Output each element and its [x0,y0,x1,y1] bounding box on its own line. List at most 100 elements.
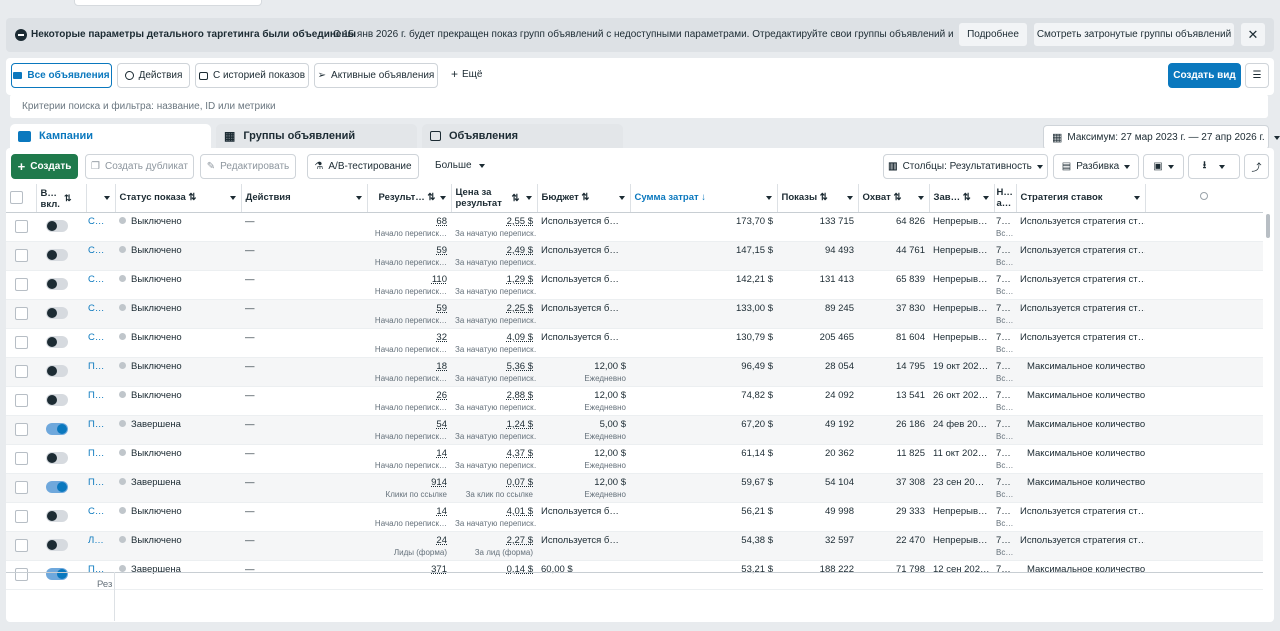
col-onoff[interactable]: В… вкл. ⇅ [36,184,87,213]
budget-cell: Используется б… [537,241,630,271]
tab-adsets[interactable]: ▦ Группы объявлений [216,124,417,148]
row-toggle[interactable] [36,444,86,474]
col-spent[interactable]: Сумма затрат ↓ [630,184,778,213]
campaign-name[interactable]: С… [86,212,115,242]
table-row[interactable]: С… Выключено —32 Начало переписк… 4,09 $ За н… [6,328,1263,358]
col-bid[interactable]: Стратегия ставок [1016,184,1146,213]
col-ends[interactable]: Зав… ⇅ [929,184,995,213]
row-toggle[interactable] [36,531,86,561]
campaign-name[interactable]: П… [86,560,115,590]
row-checkbox[interactable] [6,415,36,445]
select-all-checkbox[interactable] [6,184,37,213]
chart-icon[interactable]: ⤴ [1244,154,1269,179]
campaign-name[interactable]: Л… [86,531,115,561]
notice-close-icon[interactable]: ✕ [1240,22,1266,47]
row-checkbox[interactable] [6,357,36,387]
row-toggle[interactable] [36,241,86,271]
ab-test-button[interactable]: ⚗ A/B-тестирование [307,154,419,179]
top-search-box[interactable] [74,0,262,6]
view-tab-actions[interactable]: Действия [117,63,190,88]
row-toggle[interactable] [36,270,86,300]
reports-dropdown[interactable]: ▣ [1143,154,1184,179]
edit-button[interactable]: ✎ Редактировать [200,154,296,179]
campaign-name[interactable]: С… [86,241,115,271]
table-row[interactable]: С… Выключено —110 Начало переписк… 1,29 $ За … [6,270,1263,300]
col-status[interactable]: Статус показа ⇅ [115,184,242,213]
row-checkbox[interactable] [6,473,36,503]
tab-campaigns[interactable]: Кампании [10,124,211,148]
campaign-name[interactable]: С… [86,270,115,300]
table-row[interactable]: С… Выключено —59 Начало переписк… 2,25 $ За н… [6,299,1263,329]
table-row[interactable]: С… Выключено —14 Начало переписк… 4,01 $ За н… [6,502,1263,532]
campaign-name[interactable]: С… [86,328,115,358]
table-row[interactable]: П… Выключено —18 Начало переписк… 5,36 $ За н… [6,357,1263,387]
campaign-name[interactable]: П… [86,444,115,474]
table-row[interactable]: П… Завершена —54 Начало переписк… 1,24 $ За н… [6,415,1263,445]
row-checkbox[interactable] [6,560,36,590]
campaign-name[interactable]: С… [86,502,115,532]
notice-minus-icon [15,29,27,41]
col-na[interactable]: Н… а… [994,184,1017,213]
na-cell: 7… [994,560,1016,590]
row-checkbox[interactable] [6,502,36,532]
col-name[interactable] [86,184,116,213]
campaign-name[interactable]: П… [86,415,115,445]
col-actions[interactable]: Действия [241,184,368,213]
row-toggle[interactable] [36,502,86,532]
view-tab-all-ads[interactable]: Все объявления [11,63,112,88]
notice-view-button[interactable]: Смотреть затронутые группы объявлений [1033,22,1235,47]
row-toggle[interactable] [36,473,86,503]
campaign-name[interactable]: П… [86,357,115,387]
duplicate-button[interactable]: ❐ Создать дубликат [85,154,194,179]
campaign-name[interactable]: П… [86,473,115,503]
row-toggle[interactable] [36,299,86,329]
row-checkbox[interactable] [6,386,36,416]
col-results[interactable]: Результ… ⇅ [367,184,452,213]
row-checkbox[interactable] [6,212,36,242]
vertical-scrollbar[interactable] [1266,214,1270,238]
row-toggle[interactable] [36,415,86,445]
table-row[interactable]: П… Завершена —371 0,14 $60,00 $53,21 $188 2… [6,560,1263,590]
col-impressions[interactable]: Показы ⇅ [777,184,859,213]
search-input[interactable]: Критерии поиска и фильтра: название, ID … [10,94,1268,118]
row-checkbox[interactable] [6,444,36,474]
view-tab-more[interactable]: + Ещё [451,67,483,81]
table-row[interactable]: П… Выключено —26 Начало переписк… 2,88 $ За н… [6,386,1263,416]
breakdown-dropdown[interactable]: ▤ Разбивка [1053,154,1139,179]
table-row[interactable]: П… Выключено —14 Начало переписк… 4,37 $ За н… [6,444,1263,474]
table-row[interactable]: С… Выключено —68 Начало переписк… 2,55 $ За н… [6,212,1263,242]
row-checkbox[interactable] [6,299,36,329]
row-toggle[interactable] [36,386,86,416]
spent-cell: 67,20 $ [630,415,777,445]
table-row[interactable]: С… Выключено —59 Начало переписк… 2,49 $ За н… [6,241,1263,271]
view-tab-active[interactable]: ➢ Активные объявления [314,63,438,88]
row-toggle[interactable] [36,212,86,242]
create-view-button[interactable]: Создать вид [1168,63,1241,88]
row-checkbox[interactable] [6,270,36,300]
table-row[interactable]: Л… Выключено —24 Лиды (форма) 2,27 $ За лид (… [6,531,1263,561]
date-range-picker[interactable]: ▦ Максимум: 27 мар 2023 г. — 27 апр 2026… [1043,125,1280,150]
campaign-name[interactable]: С… [86,299,115,329]
budget-cell: Используется б… [537,270,630,300]
row-checkbox[interactable] [6,241,36,271]
col-budget[interactable]: Бюджет ⇅ [537,184,631,213]
col-add[interactable] [1145,184,1263,213]
col-reach[interactable]: Охват ⇅ [858,184,930,213]
export-dropdown[interactable]: ⭳ [1188,154,1240,179]
sliders-icon[interactable]: ☰ [1245,63,1269,88]
create-button[interactable]: + Создать [11,154,78,179]
more-dropdown[interactable]: Больше [435,160,485,171]
col-cost[interactable]: Цена за результат ⇅ [451,184,538,213]
columns-dropdown[interactable]: ▥ Столбцы: Результативность [883,154,1048,179]
row-toggle[interactable] [36,357,86,387]
bid-cell: Максимальное количество [1016,357,1145,387]
row-checkbox[interactable] [6,531,36,561]
row-toggle[interactable] [36,328,86,358]
campaign-name[interactable]: П… [86,386,115,416]
table-row[interactable]: П… Завершена —914 Клики по ссылке 0,07 $ За к… [6,473,1263,503]
tab-ads[interactable]: Объявления [422,124,623,148]
row-checkbox[interactable] [6,328,36,358]
view-tab-history[interactable]: С историей показов [195,63,309,88]
notice-more-button[interactable]: Подробнее [958,22,1028,47]
row-toggle[interactable] [36,560,86,590]
